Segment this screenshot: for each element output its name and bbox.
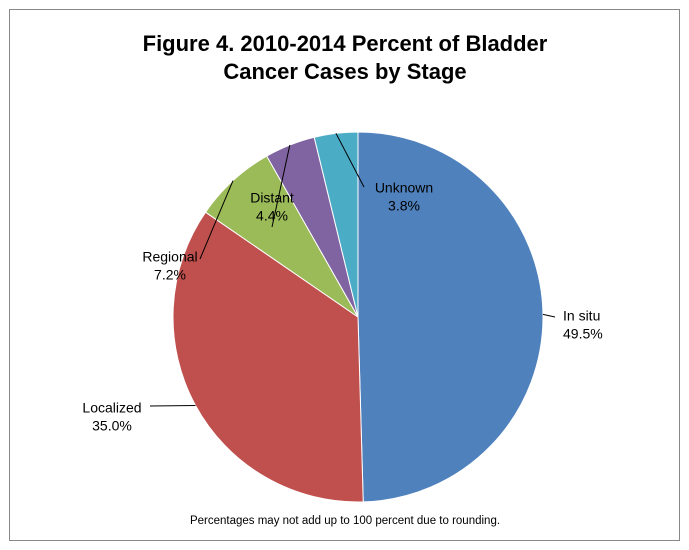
slice-label: Distant [250, 190, 294, 206]
slice-label: Localized [82, 400, 141, 416]
slice-value-label: 3.8% [388, 198, 420, 214]
slice-label: In situ [563, 308, 600, 324]
pie-slice [357, 131, 544, 503]
slice-value-label: 49.5% [563, 326, 603, 342]
pie-slice [172, 211, 364, 503]
slice-value-label: 35.0% [92, 418, 132, 434]
footnote: Percentages may not add up to 100 percen… [190, 515, 500, 527]
leader-line [271, 144, 291, 228]
leader-line [149, 404, 196, 407]
leader-line [199, 180, 234, 260]
chart-title: Figure 4. 2010-2014 Percent of Bladder C… [142, 31, 548, 84]
slice-label: Unknown [375, 180, 433, 196]
slice-label: Regional [142, 249, 197, 265]
slice-value-label: 4.4% [256, 208, 288, 224]
leader-line [542, 313, 556, 318]
slice-value-label: 7.2% [154, 267, 186, 283]
leader-line [335, 133, 365, 188]
